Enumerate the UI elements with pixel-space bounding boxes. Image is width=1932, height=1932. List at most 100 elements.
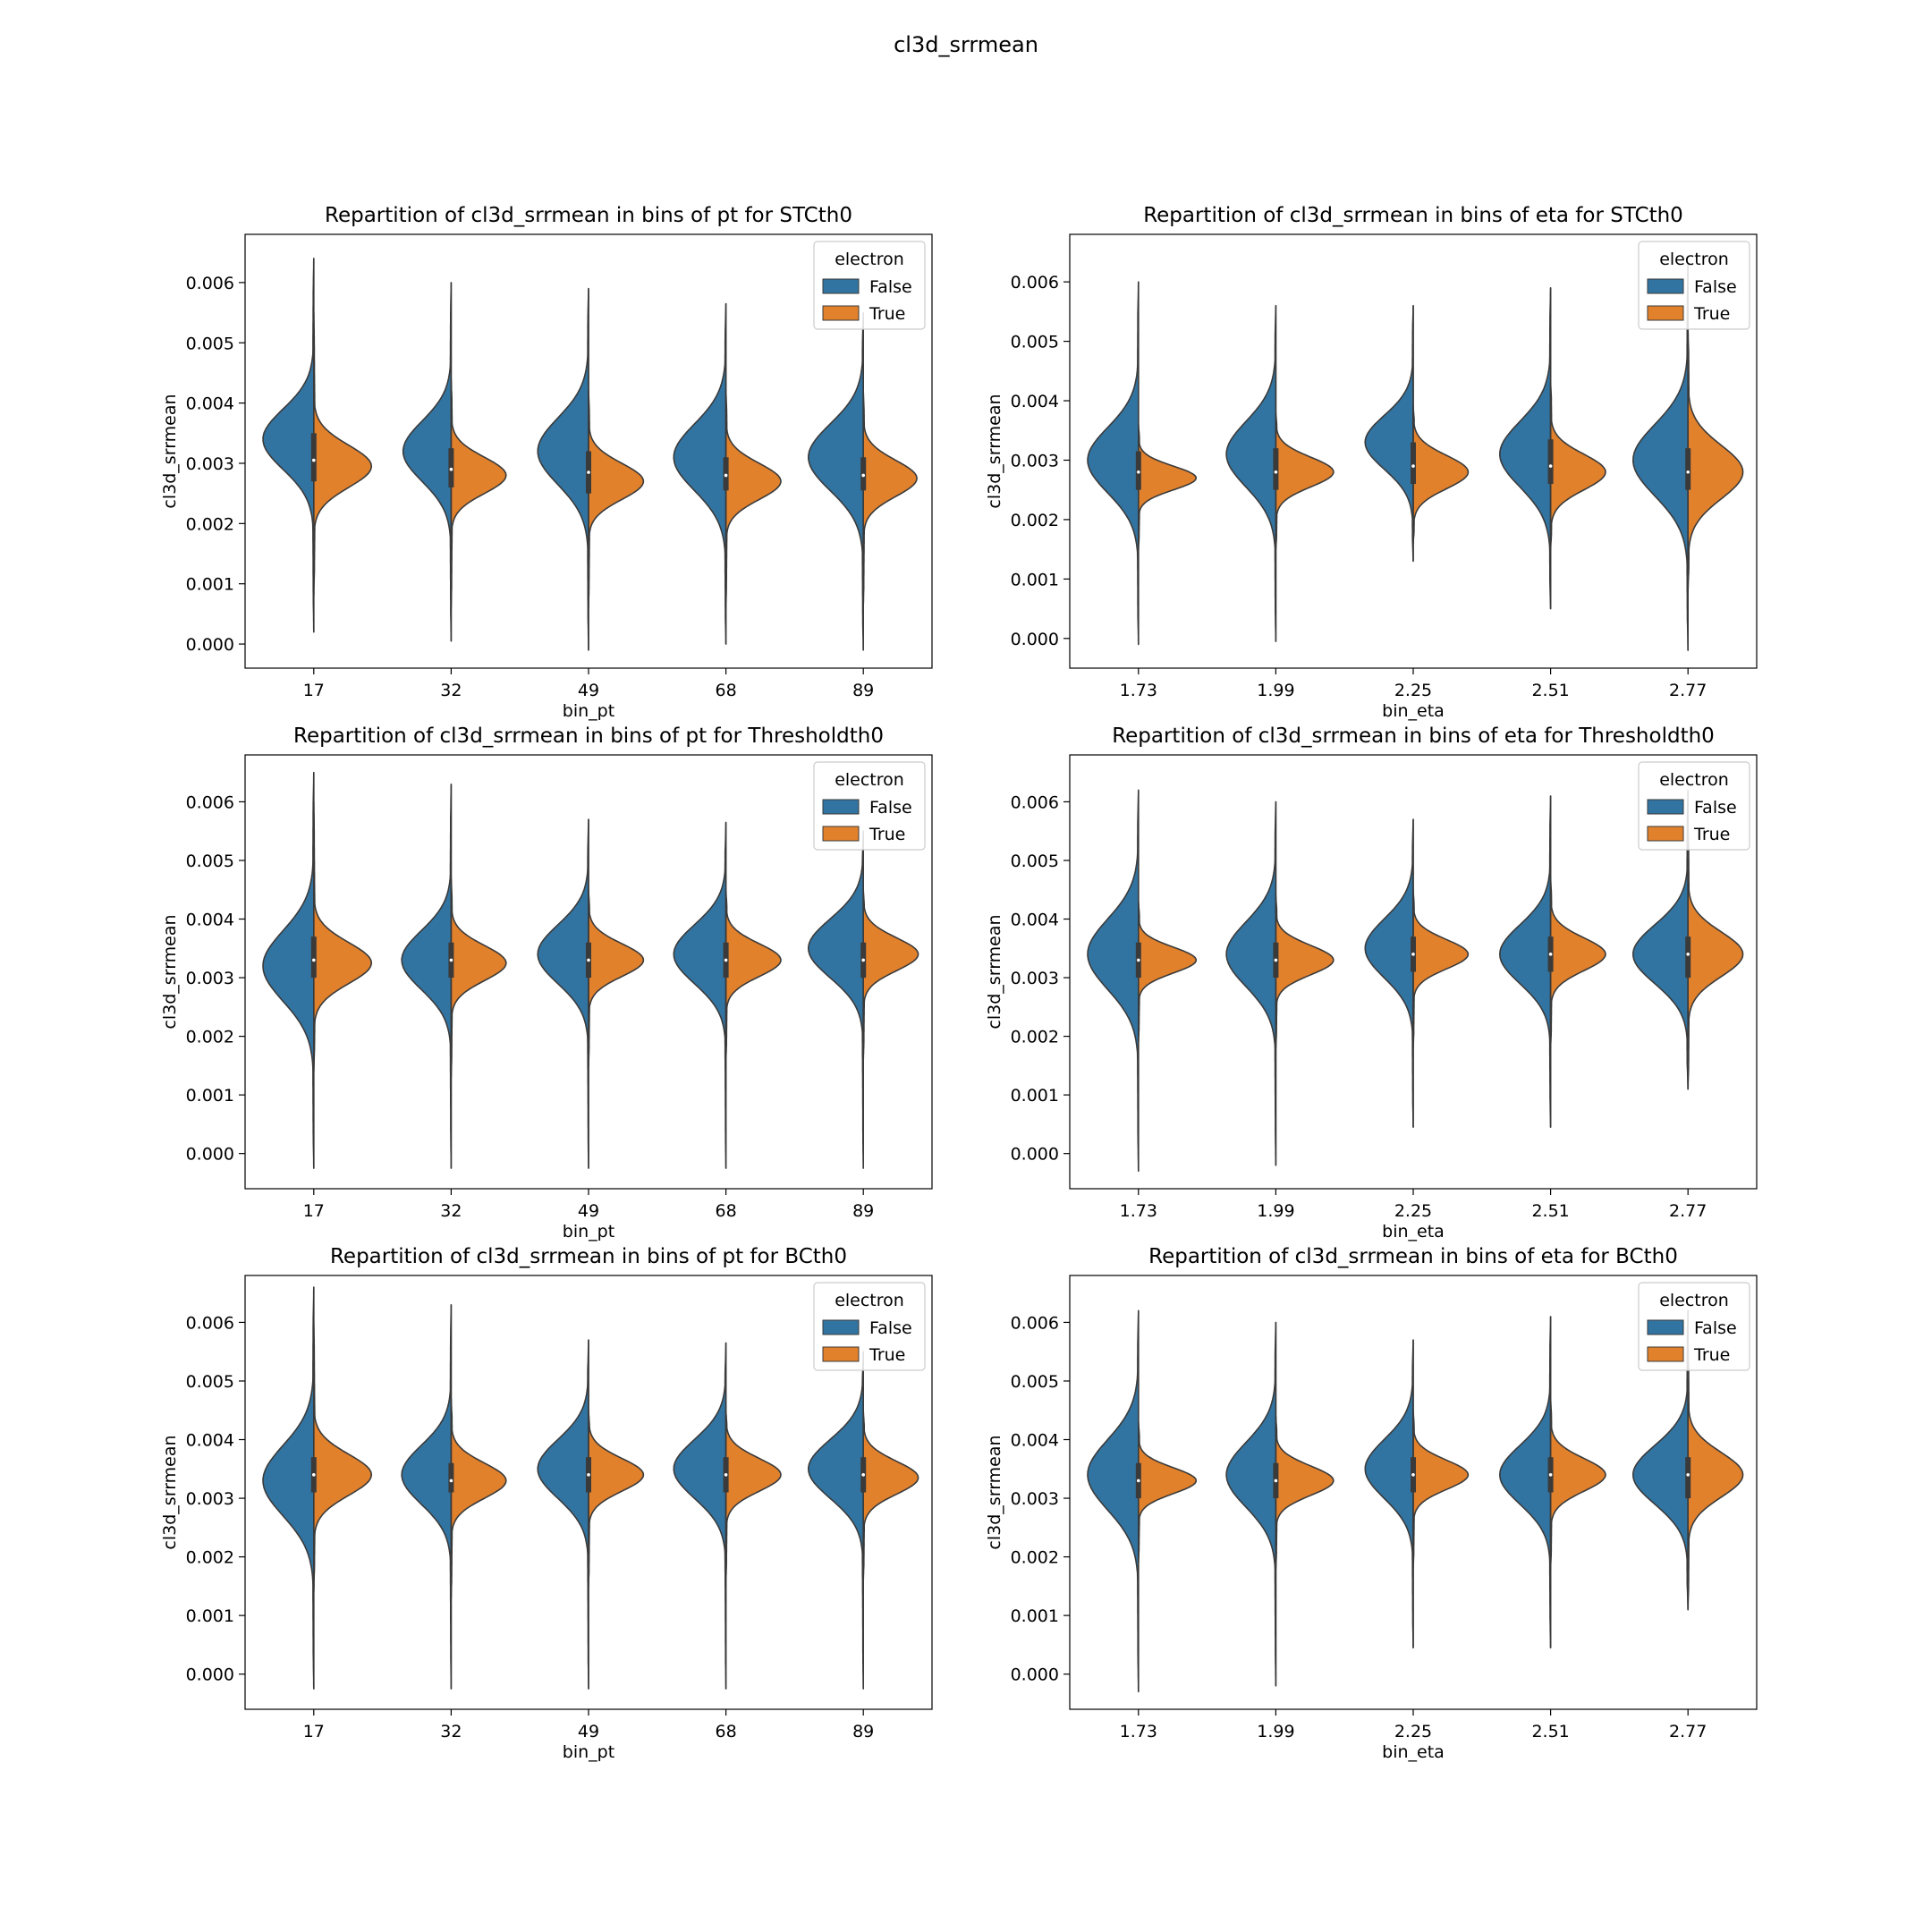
figure-suptitle: cl3d_srrmean (894, 32, 1038, 57)
y-tick-label: 0.005 (1011, 1372, 1059, 1392)
y-tick-label: 0.002 (186, 1548, 234, 1568)
violin-true-68 (724, 888, 782, 1061)
y-tick-label: 0.000 (1011, 630, 1059, 649)
x-tick-label: 68 (716, 681, 737, 700)
violin-false-68 (673, 821, 727, 1169)
violin-true-1.73 (1138, 901, 1197, 1043)
violin-false-32 (401, 1304, 453, 1690)
violin-false-89 (808, 1351, 864, 1690)
y-tick-label: 0.002 (1011, 511, 1059, 530)
violin-true-2.77 (1687, 328, 1744, 592)
violin-true-68 (724, 1409, 782, 1581)
violin-median-point (861, 958, 865, 962)
violin-false-2.25 (1364, 1339, 1414, 1648)
x-axis-label: bin_eta (1382, 1742, 1445, 1762)
x-tick-label: 2.25 (1394, 1722, 1432, 1741)
chart-panel-1: Repartition of cl3d_srrmean in bins of p… (160, 204, 933, 721)
x-tick-label: 89 (852, 681, 874, 700)
x-axis-label: bin_pt (563, 701, 614, 721)
y-tick-label: 0.002 (1011, 1548, 1059, 1568)
violin-quartile-box (310, 433, 317, 482)
legend: electron False True (813, 761, 926, 851)
y-tick-label: 0.005 (1011, 333, 1059, 352)
violin-false-1.73 (1087, 1309, 1140, 1693)
violin-false-2.51 (1499, 795, 1552, 1128)
x-tick-label: 2.77 (1669, 1722, 1707, 1741)
violin-true-1.99 (1275, 1415, 1335, 1570)
y-tick-label: 0.003 (1011, 969, 1059, 988)
legend-title: electron (1659, 770, 1729, 790)
violin-false-49 (537, 818, 589, 1169)
violin-false-32 (401, 784, 453, 1169)
violin-quartile-box (448, 1462, 454, 1493)
x-tick-label: 2.51 (1531, 681, 1569, 700)
y-tick-label: 0.003 (1011, 451, 1059, 470)
violin-quartile-box (1685, 936, 1691, 979)
legend-label-false: False (869, 798, 912, 818)
legend-swatch-true (822, 1346, 860, 1362)
violin-quartile-box (1547, 439, 1554, 485)
legend-swatch-false (822, 278, 860, 294)
legend-label-false: False (1694, 1318, 1737, 1338)
violin-false-1.73 (1087, 281, 1140, 646)
violin-false-68 (673, 302, 727, 645)
x-tick-label: 68 (716, 1722, 737, 1741)
violin-true-2.51 (1549, 1397, 1606, 1570)
y-tick-label: 0.001 (1011, 1606, 1059, 1626)
x-tick-label: 1.73 (1120, 1722, 1157, 1741)
y-tick-label: 0.001 (186, 1086, 234, 1106)
violin-true-17 (313, 801, 373, 1072)
violin-false-2.51 (1499, 287, 1552, 610)
x-tick-label: 2.51 (1531, 1201, 1569, 1221)
legend-label-false: False (869, 277, 912, 297)
violin-quartile-box (1273, 448, 1279, 490)
violin-false-1.99 (1225, 1321, 1277, 1687)
y-axis-label: cl3d_srrmean (160, 1435, 180, 1549)
x-tick-label: 1.99 (1257, 1722, 1294, 1741)
violin-median-point (724, 473, 728, 478)
y-tick-label: 0.000 (1011, 1665, 1059, 1685)
y-tick-label: 0.005 (1011, 852, 1059, 871)
violin-median-point (1686, 1473, 1690, 1477)
violin-median-point (1686, 953, 1690, 956)
legend-title: electron (835, 1291, 904, 1310)
chart-panel-5: Repartition of cl3d_srrmean in bins of p… (160, 1245, 933, 1762)
legend-swatch-true (1647, 305, 1684, 321)
violin-median-point (724, 1473, 728, 1477)
x-tick-label: 1.99 (1257, 681, 1294, 700)
violin-median-point (1137, 1479, 1140, 1483)
y-tick-label: 0.001 (1011, 1086, 1059, 1106)
legend: electron False True (1638, 1282, 1750, 1371)
violin-true-17 (313, 311, 373, 597)
y-tick-label: 0.003 (186, 1489, 234, 1509)
violin-false-32 (402, 282, 453, 642)
legend-label-false: False (1694, 277, 1737, 297)
violin-false-17 (262, 771, 315, 1169)
legend-title: electron (835, 770, 904, 790)
violin-false-49 (537, 287, 589, 651)
legend-swatch-true (822, 826, 860, 842)
legend: electron False True (813, 1282, 926, 1371)
violin-true-49 (588, 390, 645, 609)
violin-median-point (861, 473, 865, 478)
x-tick-label: 49 (578, 1201, 599, 1221)
violin-true-1.73 (1138, 423, 1197, 550)
violin-true-32 (450, 1397, 507, 1599)
y-tick-label: 0.006 (1011, 792, 1059, 812)
violin-median-point (1548, 1473, 1553, 1477)
violin-median-point (1686, 470, 1690, 474)
violin-false-49 (537, 1339, 589, 1690)
x-axis-label: bin_eta (1382, 1222, 1445, 1241)
chart-panel-6: Repartition of cl3d_srrmean in bins of e… (985, 1245, 1758, 1762)
x-tick-label: 89 (852, 1722, 874, 1741)
legend-swatch-true (1647, 826, 1684, 842)
x-tick-label: 2.25 (1394, 1201, 1432, 1221)
y-tick-label: 0.000 (186, 1665, 234, 1685)
x-tick-label: 32 (440, 1201, 462, 1221)
y-axis-label: cl3d_srrmean (985, 394, 1004, 508)
violin-true-49 (588, 888, 645, 1067)
y-tick-label: 0.002 (186, 514, 234, 534)
violin-median-point (449, 467, 453, 471)
legend-label-true: True (869, 825, 905, 844)
